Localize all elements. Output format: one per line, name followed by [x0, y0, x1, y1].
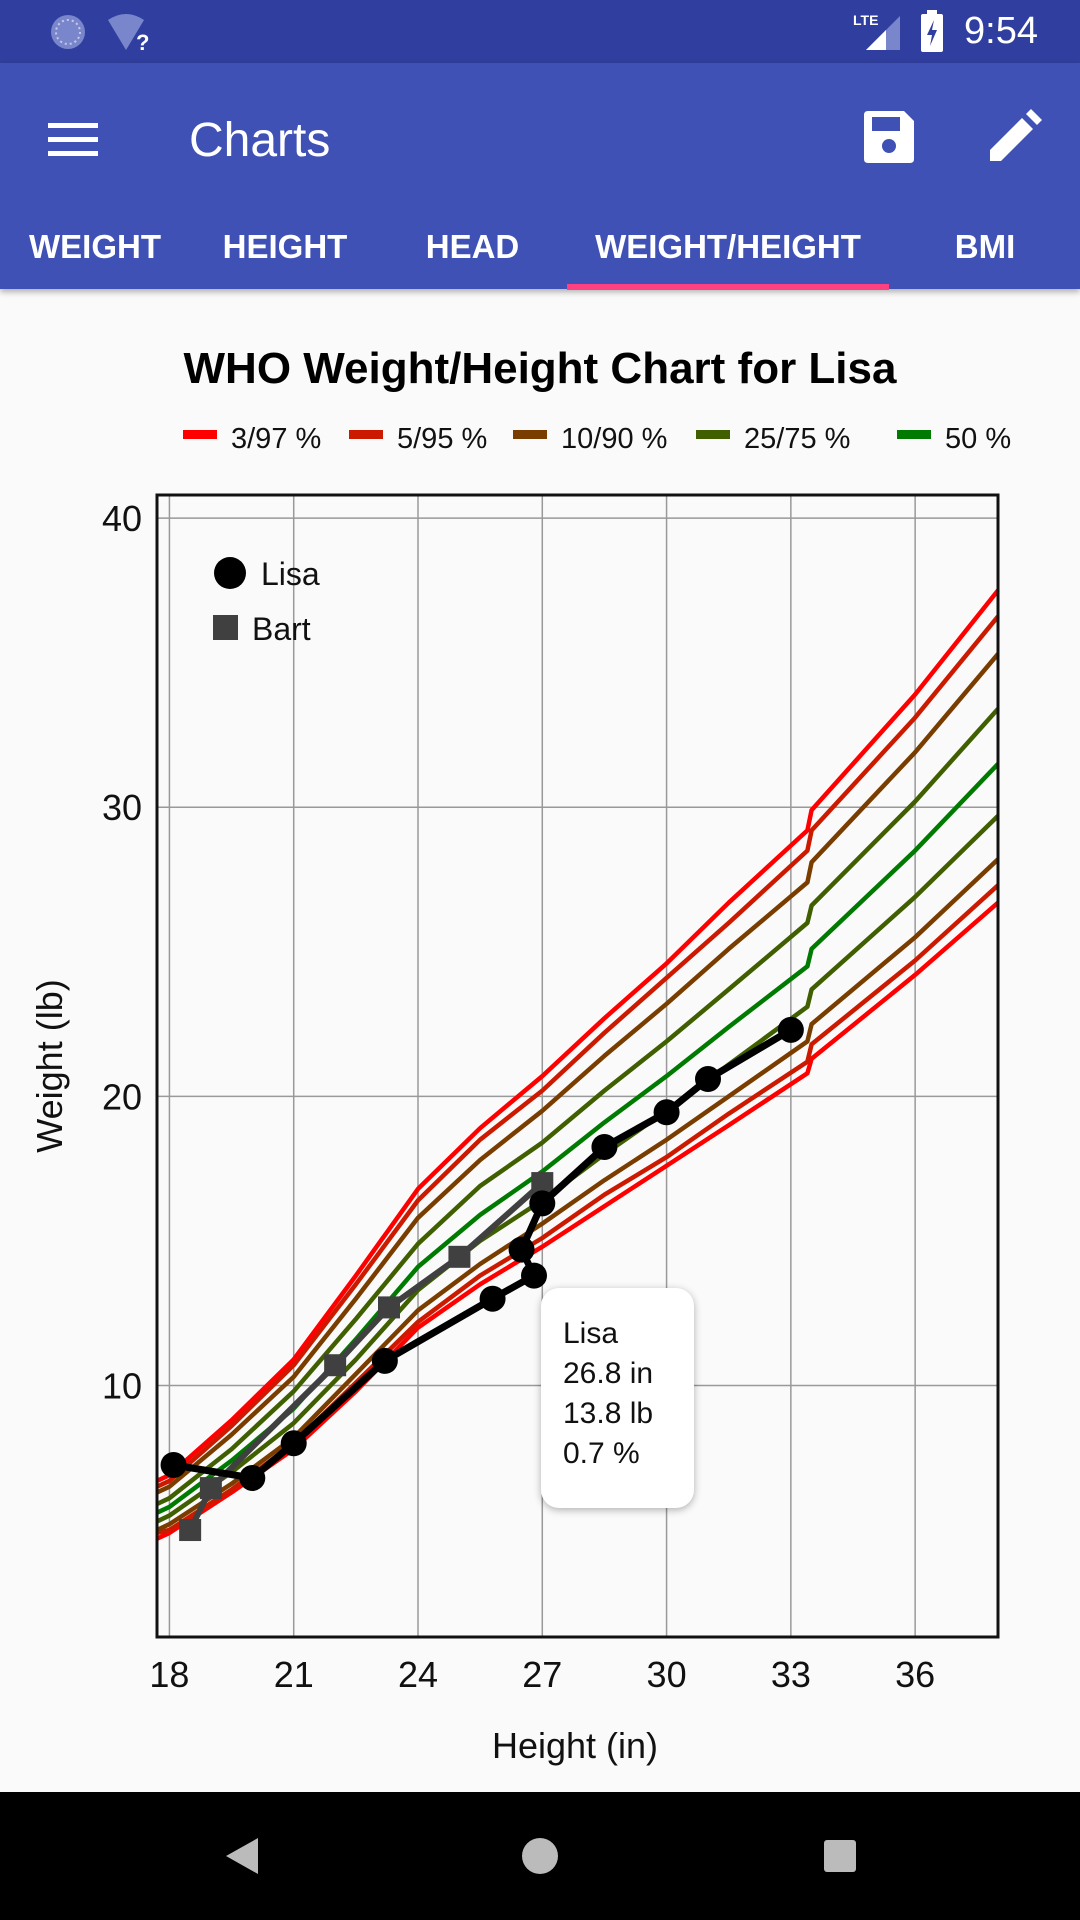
navigation-bar	[0, 1792, 1080, 1920]
lisa-point	[521, 1262, 547, 1289]
tooltip-height: 26.8 in	[563, 1357, 654, 1390]
tab-head[interactable]: HEAD	[425, 228, 520, 265]
bart-point	[199, 1477, 222, 1500]
lisa-point	[160, 1451, 187, 1478]
menu-icon[interactable]	[48, 119, 98, 159]
tab-weight[interactable]: WEIGHT	[29, 228, 161, 265]
percentile-curve-75	[156, 707, 1000, 1507]
tab-indicator	[567, 284, 889, 290]
lisa-point	[508, 1236, 535, 1263]
bart-legend-label: Bart	[252, 611, 311, 647]
recents-icon[interactable]	[822, 1838, 858, 1874]
x-tick-label: 24	[398, 1654, 438, 1695]
tab-weight-height[interactable]: WEIGHT/HEIGHT	[595, 228, 861, 265]
x-tick-label: 21	[274, 1654, 314, 1695]
y-tick-label: 30	[102, 787, 142, 828]
data-series	[160, 1016, 804, 1542]
x-tick-label: 18	[149, 1654, 189, 1695]
lisa-legend-label: Lisa	[261, 556, 320, 592]
lisa-point	[653, 1099, 680, 1126]
plot-border	[155, 493, 1000, 1639]
tooltip-series: Lisa	[563, 1317, 619, 1350]
percentile-curve-95	[156, 614, 1000, 1489]
chart-legend: 3/97 % 5/95 % 10/90 % 25/75 % 50 %	[183, 423, 1011, 455]
bart-point	[378, 1296, 400, 1319]
bart-legend-marker	[213, 615, 238, 640]
percentile-curve-90	[156, 652, 1000, 1495]
data-point-tooltip: Lisa 26.8 in 13.8 lb 0.7 %	[541, 1288, 694, 1508]
edit-icon[interactable]	[990, 109, 1042, 161]
page-title: Charts	[189, 114, 331, 167]
bart-point	[448, 1245, 471, 1268]
x-tick-label: 30	[647, 1654, 687, 1695]
lisa-point	[239, 1464, 266, 1491]
bart-point	[179, 1519, 202, 1542]
weight-height-chart[interactable]: WHO Weight/Height Chart for Lisa 3/97 % 5…	[0, 290, 1080, 1790]
back-icon[interactable]	[224, 1836, 260, 1876]
lisa-point	[777, 1016, 804, 1043]
chart-title: WHO Weight/Height Chart for Lisa	[184, 344, 897, 393]
y-tick-label: 40	[102, 498, 142, 539]
legend-label: 25/75 %	[744, 423, 850, 455]
legend-swatch	[696, 430, 730, 439]
percentile-curve-97	[156, 588, 1000, 1483]
lisa-point	[280, 1430, 307, 1457]
legend-label: 3/97 %	[231, 423, 321, 455]
wifi-unknown-icon: ?	[108, 14, 149, 52]
home-icon[interactable]	[520, 1836, 560, 1876]
lisa-point	[591, 1133, 618, 1160]
lisa-point	[695, 1066, 721, 1093]
tick-labels: 18 21 24 27 30 33 36 10 20 30 40	[102, 498, 935, 1695]
svg-text:?: ?	[136, 30, 149, 52]
tooltip-weight: 13.8 lb	[563, 1397, 654, 1430]
tab-bmi[interactable]: BMI	[954, 228, 1016, 265]
bart-point	[324, 1354, 347, 1377]
lisa-point	[529, 1190, 556, 1217]
lisa-point	[371, 1347, 398, 1374]
tab-height[interactable]: HEIGHT	[222, 228, 348, 265]
lisa-line	[173, 1026, 793, 1482]
tooltip-percentile: 0.7 %	[563, 1437, 640, 1470]
legend-label: 10/90 %	[561, 423, 667, 455]
app-bar: Charts WEIGHT HEIGHT HEAD WEIGHT/HEIGHT …	[0, 63, 1080, 290]
legend-swatch	[349, 430, 383, 439]
x-tick-label: 27	[522, 1654, 562, 1695]
x-tick-label: 36	[895, 1654, 935, 1695]
legend-label: 50 %	[945, 423, 1011, 455]
x-tick-label: 33	[771, 1654, 811, 1695]
legend-swatch	[183, 430, 217, 439]
legend-label: 5/95 %	[397, 423, 487, 455]
sync-icon	[51, 15, 85, 49]
y-tick-label: 20	[102, 1076, 142, 1117]
clock: 9:54	[964, 10, 1038, 52]
bart-point	[531, 1172, 554, 1195]
status-bar: ? LTE 9:54	[0, 0, 1080, 63]
y-tick-label: 10	[102, 1365, 142, 1406]
lisa-legend-marker	[214, 557, 246, 589]
x-axis-label: Height (in)	[492, 1725, 658, 1766]
legend-swatch	[897, 430, 931, 439]
signal-icon	[866, 16, 900, 50]
lisa-point	[479, 1285, 506, 1312]
legend-swatch	[513, 430, 547, 439]
series-legend: Lisa Bart	[213, 556, 320, 647]
y-axis-label: Weight (lb)	[29, 979, 70, 1152]
save-icon[interactable]	[864, 111, 914, 163]
battery-charging-icon	[921, 10, 943, 52]
network-type: LTE	[853, 12, 879, 28]
